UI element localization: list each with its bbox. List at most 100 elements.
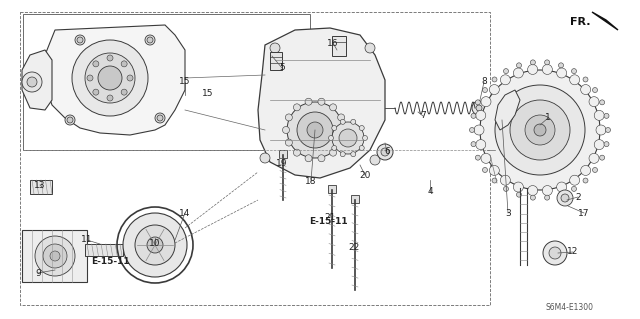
Circle shape [307, 122, 323, 138]
Circle shape [483, 87, 488, 93]
Circle shape [476, 140, 486, 150]
Circle shape [474, 125, 484, 135]
Circle shape [480, 70, 600, 190]
Circle shape [531, 60, 536, 65]
Circle shape [107, 55, 113, 61]
Circle shape [123, 213, 187, 277]
Circle shape [359, 145, 364, 151]
Circle shape [155, 113, 165, 123]
Text: 21: 21 [324, 212, 336, 221]
Text: 4: 4 [427, 188, 433, 197]
Text: 13: 13 [35, 181, 45, 189]
Circle shape [135, 225, 175, 265]
Circle shape [483, 167, 488, 173]
Circle shape [121, 89, 127, 95]
Text: 12: 12 [567, 248, 579, 256]
Circle shape [500, 75, 510, 85]
Circle shape [557, 190, 573, 206]
Bar [30, 180, 52, 194]
Circle shape [305, 155, 312, 162]
Circle shape [513, 68, 524, 78]
Circle shape [500, 175, 510, 185]
Circle shape [516, 63, 522, 68]
Text: 1: 1 [545, 114, 551, 122]
Circle shape [495, 85, 585, 175]
Circle shape [35, 236, 75, 276]
Circle shape [318, 98, 325, 105]
Circle shape [600, 155, 605, 160]
Circle shape [557, 68, 566, 78]
Circle shape [127, 75, 133, 81]
Circle shape [338, 114, 344, 121]
Text: E-15-11: E-15-11 [308, 218, 348, 226]
Circle shape [377, 144, 393, 160]
Circle shape [604, 142, 609, 147]
Circle shape [330, 104, 337, 111]
Bar [22, 230, 87, 282]
Circle shape [471, 142, 476, 147]
Text: 10: 10 [149, 240, 161, 249]
Circle shape [93, 89, 99, 95]
Circle shape [145, 35, 155, 45]
Circle shape [351, 119, 356, 124]
Circle shape [470, 128, 474, 132]
Circle shape [330, 149, 337, 156]
Circle shape [605, 128, 611, 132]
Circle shape [589, 97, 599, 107]
Text: 9: 9 [35, 269, 41, 278]
Circle shape [381, 148, 389, 156]
Circle shape [545, 60, 550, 65]
Circle shape [580, 85, 591, 94]
Circle shape [293, 149, 300, 156]
Circle shape [147, 37, 153, 43]
Text: 15: 15 [202, 90, 214, 99]
Circle shape [365, 43, 375, 53]
Text: 2: 2 [575, 192, 581, 202]
Circle shape [596, 125, 606, 135]
Circle shape [527, 64, 538, 74]
Circle shape [65, 115, 75, 125]
Circle shape [471, 113, 476, 118]
Circle shape [340, 152, 345, 157]
Text: 14: 14 [179, 209, 191, 218]
Text: 8: 8 [481, 78, 487, 86]
Circle shape [332, 145, 337, 151]
Bar [328, 185, 336, 193]
Circle shape [93, 61, 99, 67]
Circle shape [22, 72, 42, 92]
Bar [270, 52, 282, 70]
Polygon shape [22, 50, 52, 110]
Text: 7: 7 [420, 112, 426, 121]
Polygon shape [258, 28, 385, 178]
Circle shape [351, 152, 356, 157]
Circle shape [513, 182, 524, 192]
Circle shape [559, 63, 563, 68]
Circle shape [318, 155, 325, 162]
Circle shape [490, 85, 499, 94]
Circle shape [476, 110, 486, 120]
Circle shape [589, 153, 599, 163]
Text: 5: 5 [279, 63, 285, 72]
Circle shape [476, 105, 482, 111]
Circle shape [504, 186, 509, 191]
Circle shape [542, 64, 552, 74]
Circle shape [27, 77, 37, 87]
Circle shape [43, 244, 67, 268]
Circle shape [594, 110, 604, 120]
Bar [20, 12, 490, 305]
Bar [351, 195, 359, 203]
Circle shape [121, 61, 127, 67]
Circle shape [583, 77, 588, 82]
Circle shape [297, 112, 333, 148]
Circle shape [570, 175, 580, 185]
Circle shape [359, 125, 364, 130]
Circle shape [270, 43, 280, 53]
Text: FR.: FR. [570, 17, 591, 27]
Circle shape [72, 40, 148, 116]
Circle shape [338, 139, 344, 146]
Circle shape [472, 101, 486, 115]
Circle shape [525, 115, 555, 145]
Circle shape [370, 155, 380, 165]
Text: 11: 11 [81, 235, 93, 244]
Circle shape [527, 186, 538, 196]
